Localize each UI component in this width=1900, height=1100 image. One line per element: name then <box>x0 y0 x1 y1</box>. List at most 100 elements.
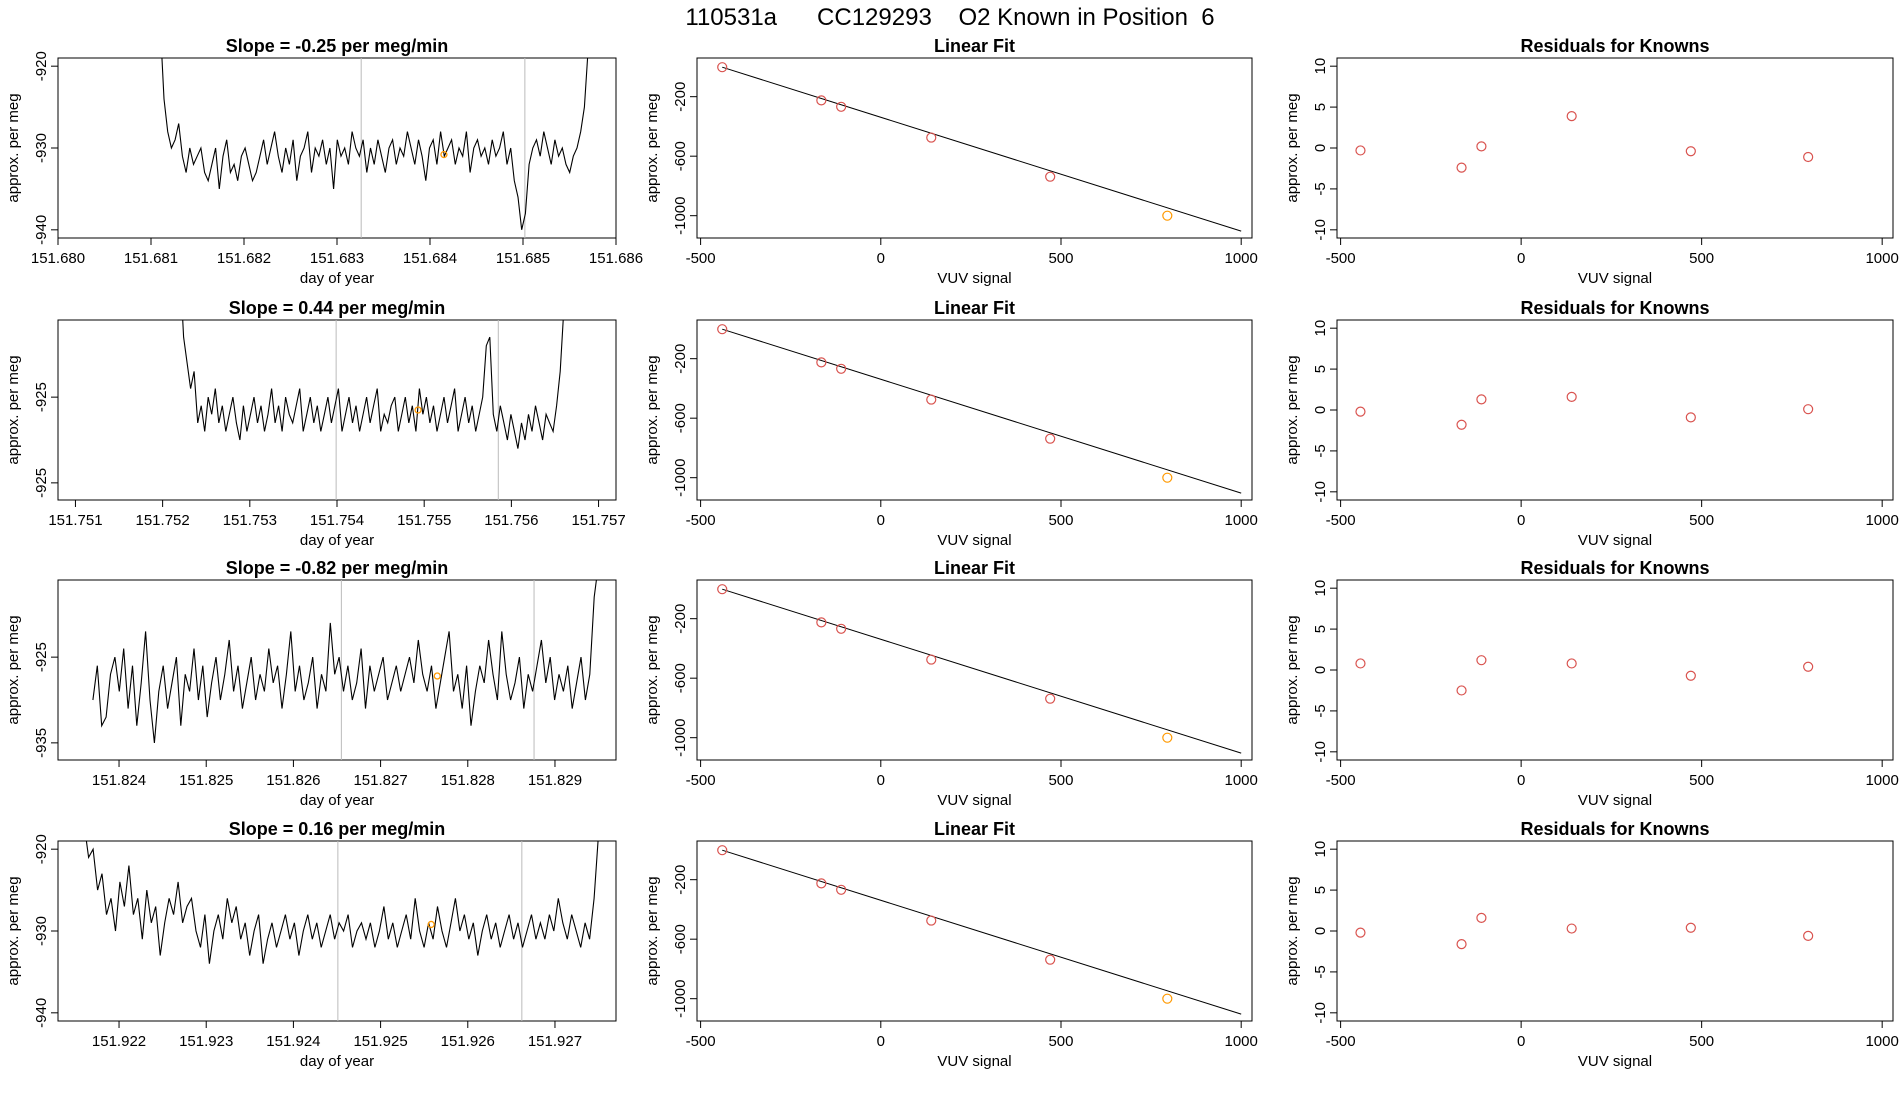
y-tick-label: 5 <box>1312 625 1329 633</box>
x-tick-label: 500 <box>1689 512 1714 529</box>
x-tick-label: 500 <box>1689 1033 1714 1050</box>
plot-area <box>717 62 1242 232</box>
y-tick-label: -10 <box>1312 481 1329 503</box>
data-point <box>1566 658 1577 669</box>
plot-frame <box>1336 319 1894 501</box>
plot-title: Residuals for Knowns <box>1520 819 1709 839</box>
x-tick-label: 151.686 <box>589 250 643 267</box>
y-tick-label: -5 <box>1312 704 1329 717</box>
highlight-point <box>433 672 441 680</box>
plot-panel: Residuals for Knowns -500 0 500 1000 10 5 0 -5 -1… <box>1284 819 1899 1070</box>
x-axis-label: VUV signal <box>1578 270 1652 287</box>
x-tick-label: 151.826 <box>266 772 320 789</box>
data-point <box>1685 412 1696 423</box>
y-tick-label: -935 <box>33 728 50 758</box>
data-point <box>717 62 728 73</box>
x-tick-label: 151.681 <box>124 250 178 267</box>
x-tick-label: 151.828 <box>441 772 495 789</box>
data-point <box>1456 685 1467 696</box>
plot-title: Slope = 0.16 per meg/min <box>229 819 446 839</box>
y-tick-label: -5 <box>1312 965 1329 978</box>
plot-title: Residuals for Knowns <box>1520 558 1709 578</box>
x-tick-label: 1000 <box>1225 512 1258 529</box>
x-tick-label: 151.753 <box>223 512 277 529</box>
plot-frame <box>1336 840 1894 1022</box>
data-point <box>1162 210 1173 221</box>
x-axis-label: VUV signal <box>1578 532 1652 549</box>
data-point <box>1162 472 1173 483</box>
y-tick-label: -920 <box>33 51 50 81</box>
x-axis-label: VUV signal <box>937 270 1011 287</box>
y-axis-label: approx. per meg <box>5 876 22 985</box>
data-point <box>1566 110 1577 122</box>
x-tick-label: 1000 <box>1865 772 1898 789</box>
y-tick-label: -940 <box>33 998 50 1028</box>
y-tick-label: 5 <box>1312 365 1329 373</box>
data-point <box>717 584 728 595</box>
data-point <box>1456 162 1467 173</box>
x-tick-label: 0 <box>1517 250 1525 267</box>
x-tick-label: 1000 <box>1225 250 1258 267</box>
y-tick-label: -925 <box>33 382 50 412</box>
plot-title: Slope = -0.25 per meg/min <box>226 36 449 56</box>
y-tick-label: -5 <box>1312 182 1329 195</box>
x-tick-label: 500 <box>1689 250 1714 267</box>
x-tick-label: 151.755 <box>397 512 451 529</box>
data-point <box>1456 419 1467 430</box>
x-axis-label: day of year <box>300 1053 374 1070</box>
data-point <box>1355 145 1366 156</box>
y-tick-label: 5 <box>1312 886 1329 894</box>
data-point <box>1476 394 1487 405</box>
plot-frame <box>1336 579 1894 761</box>
plot-area <box>85 841 599 1021</box>
plot-area <box>182 320 564 500</box>
y-tick-label: -1000 <box>672 718 689 756</box>
plot-area <box>161 58 589 238</box>
y-tick-label: -920 <box>33 834 50 864</box>
data-point <box>717 845 728 856</box>
plot-area <box>717 845 1242 1015</box>
data-point <box>1045 954 1056 965</box>
x-tick-label: 500 <box>1048 250 1073 267</box>
data-point <box>1685 670 1696 681</box>
plot-panel: Linear Fit -500 0 500 1000 -200 -600 -1000 VUV s… <box>644 298 1258 549</box>
x-tick-label: 151.757 <box>571 512 625 529</box>
y-tick-label: -930 <box>33 916 50 946</box>
plot-panel: Slope = 0.16 per meg/min 151.922 151.923 15… <box>5 819 617 1070</box>
y-tick-label: -1000 <box>672 196 689 234</box>
plot-title: Linear Fit <box>934 36 1015 56</box>
plot-title: Linear Fit <box>934 819 1015 839</box>
y-tick-label: -930 <box>33 133 50 163</box>
data-point <box>1162 993 1173 1004</box>
x-tick-label: -500 <box>1326 772 1356 789</box>
x-tick-label: 151.683 <box>310 250 364 267</box>
y-tick-label: -5 <box>1312 444 1329 457</box>
page-title: 110531a CC129293 O2 Known in Position 6 <box>685 4 1215 31</box>
fit-line <box>722 328 1242 494</box>
data-point <box>1045 433 1056 444</box>
y-tick-label: -600 <box>672 924 689 954</box>
plot-frame <box>696 57 1253 239</box>
y-axis-label: approx. per meg <box>644 93 661 202</box>
data-point <box>836 101 847 112</box>
plot-panel: Linear Fit -500 0 500 1000 -200 -600 -1000 VUV s… <box>644 36 1258 287</box>
data-point <box>1803 151 1814 163</box>
y-axis-label: approx. per meg <box>1284 93 1301 202</box>
plot-panel: Residuals for Knowns -500 0 500 1000 10 5 0 -5 -1… <box>1284 36 1899 287</box>
x-tick-label: 1000 <box>1225 1033 1258 1050</box>
series-line <box>85 841 599 964</box>
x-tick-label: 0 <box>877 772 885 789</box>
x-tick-label: -500 <box>686 772 716 789</box>
x-tick-label: 151.922 <box>92 1033 146 1050</box>
y-tick-label: -600 <box>672 663 689 693</box>
x-axis-label: VUV signal <box>937 532 1011 549</box>
plot-area <box>1355 912 1814 950</box>
x-tick-label: 0 <box>1517 1033 1525 1050</box>
data-point <box>1355 927 1366 938</box>
plot-panel: Linear Fit -500 0 500 1000 -200 -600 -1000 VUV s… <box>644 819 1258 1070</box>
data-point <box>1566 923 1577 934</box>
y-axis-label: approx. per meg <box>5 93 22 202</box>
x-tick-label: 151.923 <box>179 1033 233 1050</box>
plot-frame <box>696 840 1253 1022</box>
y-tick-label: 10 <box>1312 320 1329 337</box>
